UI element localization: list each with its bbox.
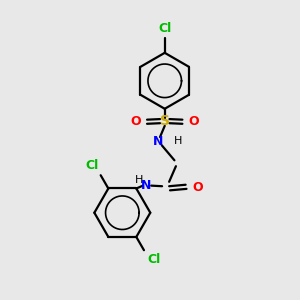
Text: O: O [188, 115, 199, 128]
Text: O: O [130, 115, 141, 128]
Text: O: O [192, 181, 203, 194]
Text: Cl: Cl [147, 253, 160, 266]
Text: H: H [174, 136, 182, 146]
Text: H: H [135, 175, 143, 185]
Text: Cl: Cl [85, 159, 98, 172]
Text: N: N [141, 179, 152, 192]
Text: S: S [160, 114, 170, 128]
Text: Cl: Cl [158, 22, 171, 34]
Text: N: N [153, 135, 164, 148]
